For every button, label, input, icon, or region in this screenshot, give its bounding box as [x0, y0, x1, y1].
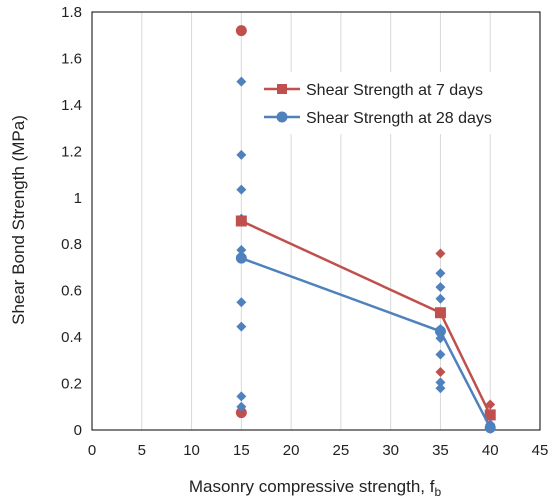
scatter-point: [235, 25, 247, 37]
legend: Shear Strength at 7 days Shear Strength …: [256, 72, 528, 134]
legend-marker-28-days: [276, 111, 288, 123]
y-tick-label: 1.2: [61, 143, 82, 160]
x-tick-label: 10: [183, 442, 200, 459]
scatter-point: [435, 293, 446, 304]
x-axis-title: Masonry compressive strength, fb: [189, 477, 442, 499]
x-tick-label: 25: [333, 442, 350, 459]
series-0-point: [484, 409, 496, 421]
scatter-points: [235, 25, 496, 434]
series-1-point: [434, 325, 446, 337]
x-tick-label: 45: [532, 442, 549, 459]
x-tick-label: 40: [482, 442, 499, 459]
x-tick-label: 30: [382, 442, 399, 459]
scatter-point: [235, 407, 247, 419]
legend-marker-7-days: [277, 84, 287, 94]
scatter-point: [236, 76, 247, 87]
scatter-point: [236, 184, 247, 195]
y-tick-label: 0.6: [61, 283, 82, 300]
scatter-point: [435, 377, 446, 388]
scatter-point: [435, 282, 446, 293]
y-tick-label: 0.4: [61, 329, 82, 346]
x-axis-tick-labels: 0 5 10 15 20 25 30 35 40 45: [88, 442, 549, 459]
x-tick-label: 5: [138, 442, 146, 459]
plot-area-frame: [91, 11, 541, 431]
y-axis-tick-labels: 0 0.2 0.4 0.6 0.8 1 1.2 1.4 1.6 1.8: [61, 4, 82, 439]
scatter-point: [236, 297, 247, 308]
scatter-point: [236, 245, 247, 256]
scatter-point: [435, 248, 446, 259]
y-tick-label: 1.6: [61, 50, 82, 67]
y-tick-label: 0.2: [61, 376, 82, 393]
y-tick-label: 1.4: [61, 97, 82, 114]
y-tick-label: 1.8: [61, 4, 82, 21]
y-tick-label: 1: [74, 190, 82, 207]
scatter-point: [236, 321, 247, 332]
x-tick-label: 0: [88, 442, 96, 459]
x-axis-title-main: Masonry compressive strength, f: [189, 477, 435, 496]
series-0-point: [235, 215, 247, 227]
scatter-point: [236, 149, 247, 160]
scatter-point: [435, 383, 446, 394]
y-axis-title: Shear Bond Strength (MPa): [9, 115, 28, 325]
scatter-point: [236, 391, 247, 402]
series-1-point: [235, 252, 247, 264]
scatter-point: [435, 366, 446, 377]
x-axis-title-subscript: b: [434, 485, 441, 499]
x-tick-label: 20: [283, 442, 300, 459]
series-1-point: [484, 422, 496, 434]
y-tick-label: 0: [74, 422, 82, 439]
legend-label-28-days: Shear Strength at 28 days: [306, 110, 492, 127]
x-tick-label: 15: [233, 442, 250, 459]
x-tick-label: 35: [432, 442, 449, 459]
series-0-point: [434, 307, 446, 319]
series-lines: [235, 215, 496, 434]
scatter-point: [236, 401, 247, 412]
legend-background: [256, 72, 528, 134]
legend-label-7-days: Shear Strength at 7 days: [306, 82, 483, 99]
scatter-point: [435, 349, 446, 360]
scatter-point: [435, 268, 446, 279]
y-tick-label: 0.8: [61, 236, 82, 253]
